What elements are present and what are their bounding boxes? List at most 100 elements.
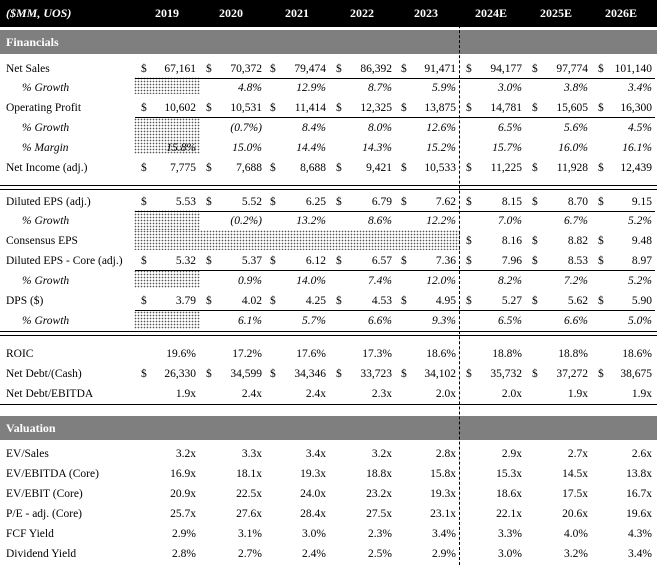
table-cell: 19.3x [300,468,326,480]
table-cell: 16.1% [622,142,652,154]
table-cell: 14.5x [562,468,588,480]
table-cell: 67,161 [164,63,196,75]
dollar-sign: $ [532,295,538,307]
year-header: 2025E [540,6,573,20]
table-cell: 7.62 [435,196,456,208]
table-cell: 13,875 [424,102,456,114]
shaded-cell [134,77,200,94]
table-cell: 5.2% [628,275,652,287]
dollar-sign: $ [598,196,604,208]
shaded-cell [134,270,200,288]
table-cell: 3.2x [175,448,196,460]
table-cell: 6.5% [498,315,522,327]
row-label: ROIC [6,348,34,360]
table-cell: 5.62 [567,295,588,307]
table-cell: 16.9x [170,468,196,480]
year-header: 2026E [605,6,638,20]
dollar-sign: $ [206,162,212,174]
table-cell: 86,392 [360,63,392,75]
table-cell: 4.8% [238,82,262,94]
dollar-sign: $ [336,162,342,174]
table-cell: 70,372 [230,63,262,75]
table-cell: 3.8% [564,82,588,94]
table-cell: 16,300 [620,102,652,114]
table-cell: 5.0% [628,315,652,327]
row-label: Net Income (adj.) [6,162,88,174]
table-cell: 7.4% [368,275,392,287]
table-cell: 2.9x [501,448,522,460]
table-cell: 94,177 [490,63,522,75]
table-cell: 15.2% [426,142,456,154]
row-label: Net Debt/EBITDA [6,388,94,400]
table-cell: 18.6% [622,348,652,360]
dollar-sign: $ [401,102,407,114]
table-cell: 5.90 [631,295,652,307]
row-label: % Growth [22,315,70,327]
table-cell: 7,688 [236,162,262,174]
dollar-sign: $ [336,255,342,267]
rule [0,185,657,186]
row-label: Net Debt/(Cash) [6,368,82,380]
table-row-pe: P/E - adj. (Core) 25.7x 27.6x 28.4x 27.5x 23.… [0,504,657,524]
table-cell: 2.4% [302,548,326,560]
dollar-sign: $ [532,63,538,75]
table-cell: 1.9x [631,388,652,400]
row-underline [135,117,655,118]
table-cell: 12.9% [296,82,326,94]
row-label: Consensus EPS [6,235,78,247]
table-row-ev-sales: EV/Sales 3.2x 3.3x 3.4x 3.2x 2.8x 2.9x 2.7x 2.6x [0,444,657,464]
table-cell: 17.6% [296,348,326,360]
row-label: Dividend Yield [6,548,77,560]
table-cell: 8.6% [368,215,392,227]
table-cell: 3.0% [302,528,326,540]
dollar-sign: $ [270,295,276,307]
table-cell: 9.15 [631,196,652,208]
table-cell: 97,774 [556,63,588,75]
rule [0,404,657,405]
table-cell: 6.25 [305,196,326,208]
dollar-sign: $ [141,368,147,380]
table-row-eps-core: Diluted EPS - Core (adj.) $5.32 $5.37 $6.12… [0,251,657,271]
table-cell: 22.1x [496,508,522,520]
units-label: ($MM, UOS) [6,6,72,20]
table-cell: 27.6x [236,508,262,520]
rule [0,335,657,336]
table-cell: 3.0% [498,548,522,560]
table-cell: 5.6% [564,122,588,134]
table-cell: 23.2x [366,488,392,500]
table-cell: 6.5% [498,122,522,134]
year-header: 2020 [219,6,243,20]
table-cell: 4.5% [628,122,652,134]
table-cell: 10,531 [230,102,262,114]
table-cell: 4.53 [371,295,392,307]
section-title: Financials [6,35,59,49]
table-row-op-growth: % Growth (0.7%) 8.4% 8.0% 12.6% 6.5% 5.6% 4.5% [0,118,657,138]
table-cell: 5.7% [302,315,326,327]
row-label: % Margin [22,142,69,154]
table-cell: 12,439 [620,162,652,174]
table-cell: 33,723 [360,368,392,380]
dollar-sign: $ [598,162,604,174]
dollar-sign: $ [401,368,407,380]
table-cell: 38,675 [620,368,652,380]
table-cell: 8.70 [567,196,588,208]
dollar-sign: $ [270,162,276,174]
year-header: 2023 [414,6,438,20]
dollar-sign: $ [141,295,147,307]
table-cell: 8.82 [567,235,588,247]
section-financials: Financials [0,30,657,54]
table-cell: 2.0x [435,388,456,400]
table-cell: 7.36 [435,255,456,267]
table-row-dps: DPS ($) $3.79 $4.02 $4.25 $4.53 $4.95 $5.27 $5.… [0,291,657,311]
dollar-sign: $ [336,196,342,208]
year-header: 2024E [475,6,508,20]
row-underline [135,310,655,311]
dollar-sign: $ [270,102,276,114]
table-cell: 8,688 [300,162,326,174]
table-cell: 16.0% [558,142,588,154]
table-cell: 8.0% [368,122,392,134]
dollar-sign: $ [141,63,147,75]
table-cell: 15,605 [556,102,588,114]
row-label: Net Sales [6,63,50,75]
table-cell: 5.37 [241,255,262,267]
